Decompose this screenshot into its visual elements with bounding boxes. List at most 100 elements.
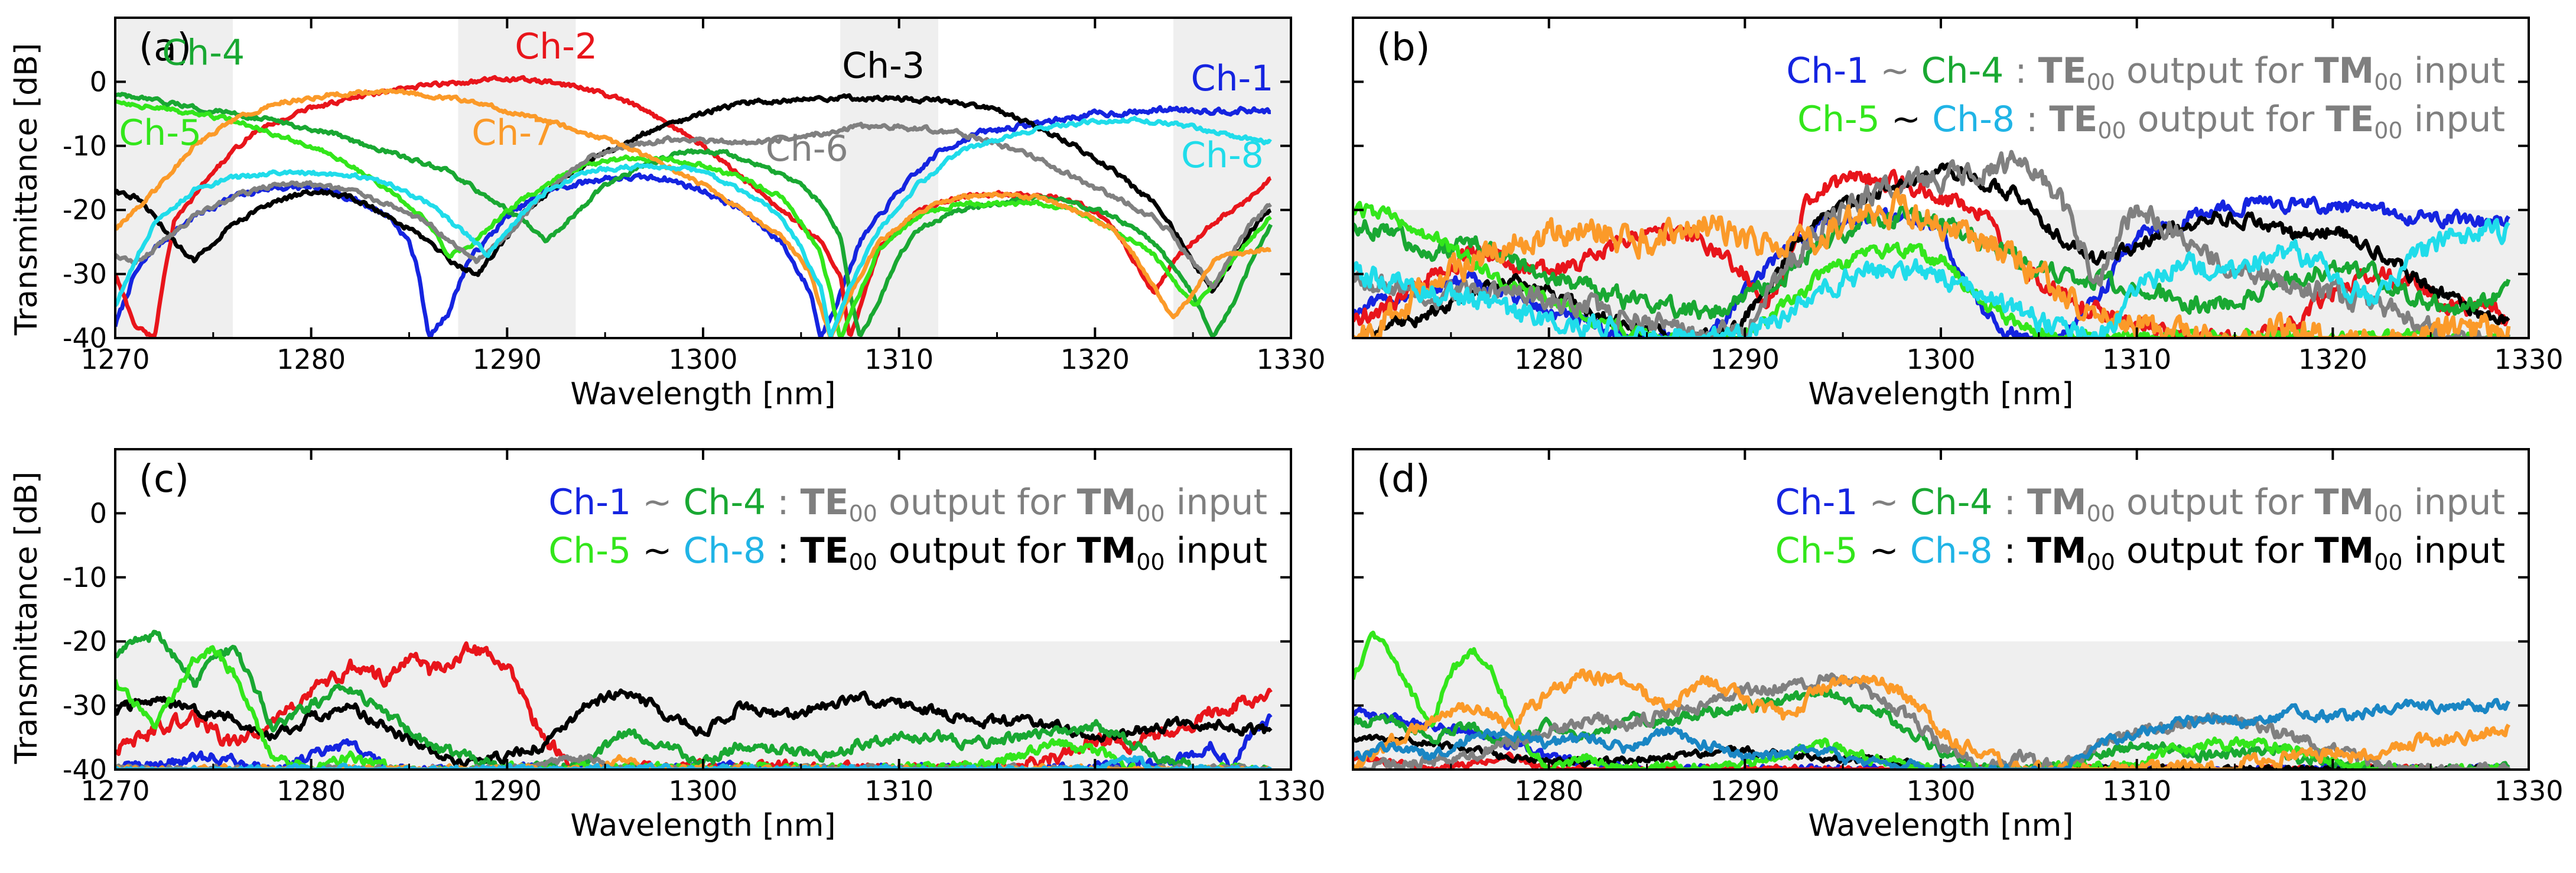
y-tick-label: -30 (63, 690, 107, 722)
series-ch-7-line (115, 88, 1272, 338)
legend-channel-end: Ch-8 (1932, 99, 2015, 140)
legend-desc-part: TE (801, 482, 849, 523)
plot-area (1353, 150, 2511, 338)
x-axis-label: Wavelength [nm] (1808, 808, 2073, 843)
legend-desc-part: TE (2038, 50, 2087, 92)
legend-tilde: ~ (631, 482, 683, 523)
x-tick-label: 1290 (1710, 775, 1780, 807)
series-ch-3-line (115, 93, 1272, 294)
series-ch-7-line (1353, 668, 2510, 770)
legend-desc-part: input (2403, 99, 2505, 140)
x-tick-label: 1320 (1061, 775, 1130, 807)
y-tick-label: -40 (63, 322, 107, 354)
x-tick-label: 1320 (2298, 775, 2367, 807)
series-ch-4-line (115, 92, 1273, 338)
legend-channel-end: Ch-4 (1910, 482, 1993, 523)
legend-channel-start: Ch-5 (1797, 99, 1880, 140)
series-ch-6-line (1353, 672, 2510, 770)
legend-desc-part: input (2403, 530, 2505, 572)
legend-desc-part: TM (1077, 530, 1137, 572)
legend-channel-end: Ch-4 (684, 482, 766, 523)
panel-letter: (a) (139, 26, 191, 70)
x-tick-label: 1310 (2102, 343, 2171, 375)
x-tick-label: 1300 (1906, 343, 1975, 375)
channel-annotation-ch-6: Ch-6 (766, 128, 848, 170)
legend-channel-end: Ch-8 (684, 530, 766, 572)
legend-desc-part: output for (2115, 50, 2315, 92)
x-tick-label: 1280 (1514, 343, 1583, 375)
legend-desc-part: TE (2049, 99, 2097, 140)
legend-desc-part: 00 (2374, 549, 2402, 575)
legend-line-1: Ch-1 ~ Ch-4 : TE00 output for TM00 input (1786, 50, 2505, 95)
legend-desc-part: output for (2115, 530, 2315, 572)
panel-letter: (c) (139, 457, 189, 501)
x-tick-label: 1330 (1256, 775, 1325, 807)
legend-desc-part: 00 (1136, 549, 1165, 575)
series-ch-4-line (1353, 206, 2511, 320)
channel-annotation-ch-2: Ch-2 (515, 26, 597, 67)
legend-desc-part: 00 (2097, 118, 2126, 144)
legend-desc-part: 00 (2087, 69, 2115, 95)
series-ch-6-line (115, 121, 1272, 290)
legend-channel-start: Ch-1 (1786, 50, 1869, 92)
y-tick-label: 0 (90, 497, 107, 529)
legend-desc-part: input (1165, 530, 1267, 572)
panel-letter: (d) (1377, 457, 1430, 501)
series-ch-6-line (1353, 150, 2511, 338)
panel-b: 1280 1290 1300 1310 1320 1330 Wavelength [nm] (… (1352, 17, 2564, 412)
y-axis-label-bottom: Transmittance [dB] (9, 472, 44, 764)
legend-desc-part: 00 (2374, 69, 2402, 95)
channel-annotation-ch-7: Ch-7 (471, 112, 554, 154)
series-ch-8-line (1353, 218, 2510, 338)
legend-line-1: Ch-1 ~ Ch-4 : TE00 output for TM00 input (548, 482, 1267, 527)
series-ch-8-line (115, 116, 1272, 338)
y-tick-label: -10 (63, 562, 107, 593)
legend-colon: : (2003, 50, 2038, 92)
x-tick-label: 1310 (2102, 775, 2171, 807)
legend-tilde: ~ (1858, 530, 1910, 572)
x-tick-label: 1320 (2298, 343, 2367, 375)
legend-line-2: Ch-5 ~ Ch-8 : TE00 output for TE00 input (1797, 99, 2505, 144)
legend-desc-part: TM (2027, 530, 2087, 572)
x-tick-label: 1330 (2494, 775, 2563, 807)
legend-desc-part: 00 (849, 501, 877, 527)
legend-desc-part: 00 (2374, 501, 2402, 527)
legend-line-1: Ch-1 ~ Ch-4 : TM00 output for TM00 input (1775, 482, 2505, 527)
x-tick-label: 1300 (1906, 775, 1975, 807)
legend-channel-start: Ch-5 (1775, 530, 1858, 572)
panel-c: 1270 1280 1290 1300 1310 1320 1330 -40 -30 -20 -10… (63, 448, 1326, 843)
y-tick-label: -30 (63, 258, 107, 290)
panel-d: 1280 1290 1300 1310 1320 1330 Wavelength [nm] (… (1352, 448, 2564, 843)
channel-annotation-ch-4: Ch-4 (162, 33, 245, 74)
y-tick-label: -20 (63, 625, 107, 657)
series-ch-4-line (1353, 687, 2510, 770)
legend-desc-part: 00 (2374, 118, 2402, 144)
legend-line-2: Ch-5 ~ Ch-8 : TE00 output for TM00 input (548, 530, 1267, 575)
series-ch-4-line (115, 629, 1271, 770)
legend-desc-part: output for (877, 530, 1077, 572)
legend-channel-start: Ch-1 (548, 482, 631, 523)
panel-a: 1270 1280 1290 1300 1310 1320 1330 -40 -30 -20 -10… (63, 17, 1326, 412)
x-axis-label: Wavelength [nm] (1808, 377, 2073, 412)
legend-desc-part: TM (2315, 482, 2375, 523)
highlight-band-1 (115, 18, 233, 338)
legend-tilde: ~ (1858, 482, 1910, 523)
plot-frame (114, 17, 1292, 339)
x-tick-label: 1290 (1710, 343, 1780, 375)
series-ch-8-line (115, 754, 1272, 770)
y-tick-label: 0 (90, 66, 107, 98)
legend-colon: : (1993, 530, 2027, 572)
x-tick-label: 1320 (1061, 343, 1130, 375)
series-ch-5-line (1353, 200, 2511, 338)
legend-channel-start: Ch-1 (1775, 482, 1858, 523)
legend-desc-part: 00 (2087, 549, 2115, 575)
legend-desc-part: 00 (2087, 501, 2115, 527)
legend-line-2: Ch-5 ~ Ch-8 : TM00 output for TM00 input (1775, 530, 2505, 575)
x-tick-label: 1300 (668, 343, 737, 375)
plot-area (115, 629, 1273, 770)
x-axis-label: Wavelength [nm] (570, 377, 835, 412)
legend-desc-part: output for (2115, 482, 2315, 523)
x-tick-label: 1290 (473, 775, 542, 807)
channel-annotation-ch-5: Ch-5 (119, 112, 201, 154)
